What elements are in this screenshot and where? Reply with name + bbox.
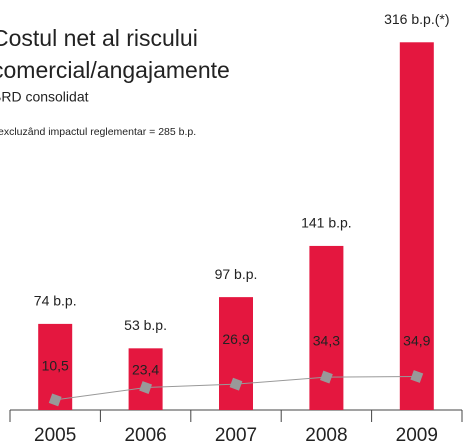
x-tick-label: 2006	[124, 425, 166, 444]
bar-value-label: 316 b.p.(*)	[384, 11, 449, 27]
annotation: (*) excluzând impactul reglementar = 285…	[0, 126, 196, 138]
chart-title: comercial/angajamente	[0, 57, 230, 83]
x-tick-label: 2009	[396, 425, 438, 444]
x-tick-label: 2005	[34, 425, 76, 444]
line-marker	[229, 377, 243, 391]
line-marker	[139, 381, 153, 394]
bar-value-label: 53 b.p.	[124, 317, 167, 333]
bar-value-label: 74 b.p.	[34, 293, 77, 309]
bar-value-label: 141 b.p.	[301, 215, 352, 231]
bar	[128, 348, 163, 410]
x-tick-label: 2008	[305, 425, 347, 444]
line-value-label: 34,3	[313, 333, 340, 349]
chart-subtitle: BRD consolidat	[0, 89, 89, 105]
chart-title: Costul net al riscului	[0, 25, 198, 51]
bar	[399, 42, 434, 411]
line-marker	[319, 370, 333, 384]
bar	[219, 297, 253, 410]
line-marker	[410, 370, 424, 383]
line-marker	[48, 393, 62, 407]
line-value-label: 10,5	[42, 358, 69, 374]
bar-value-label: 97 b.p.	[215, 266, 258, 282]
line-value-label: 23,4	[132, 362, 159, 378]
bar	[309, 245, 344, 410]
line-value-label: 26,9	[222, 331, 249, 347]
line-value-label: 34,9	[403, 333, 430, 349]
x-tick-label: 2007	[215, 425, 257, 444]
